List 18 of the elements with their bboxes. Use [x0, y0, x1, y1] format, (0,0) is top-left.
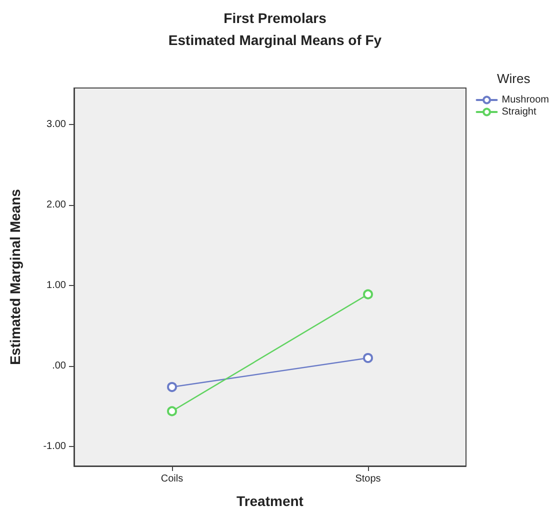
- x-axis-title: Treatment: [236, 493, 304, 509]
- y-axis-title: Estimated Marginal Means: [7, 188, 23, 365]
- y-tick-label: -1.00: [43, 441, 66, 452]
- y-tick-label: 2.00: [46, 199, 66, 210]
- legend-label: Mushroom: [502, 94, 550, 106]
- chart-subtitle: Estimated Marginal Means of Fy: [168, 32, 382, 48]
- chart-title: First Premolars: [224, 10, 327, 26]
- point: [363, 353, 373, 363]
- legend-label: Straight: [502, 106, 536, 118]
- y-tick-label: 3.00: [46, 118, 66, 130]
- x-tick-label: Coils: [160, 474, 184, 484]
- x-tick-label: Stops: [355, 474, 381, 484]
- point: [167, 406, 177, 416]
- point: [167, 382, 177, 392]
- legend-title: Wires: [497, 71, 531, 86]
- y-tick-label: .00: [52, 360, 66, 372]
- point: [363, 289, 373, 300]
- y-tick-label: 1.00: [46, 280, 66, 291]
